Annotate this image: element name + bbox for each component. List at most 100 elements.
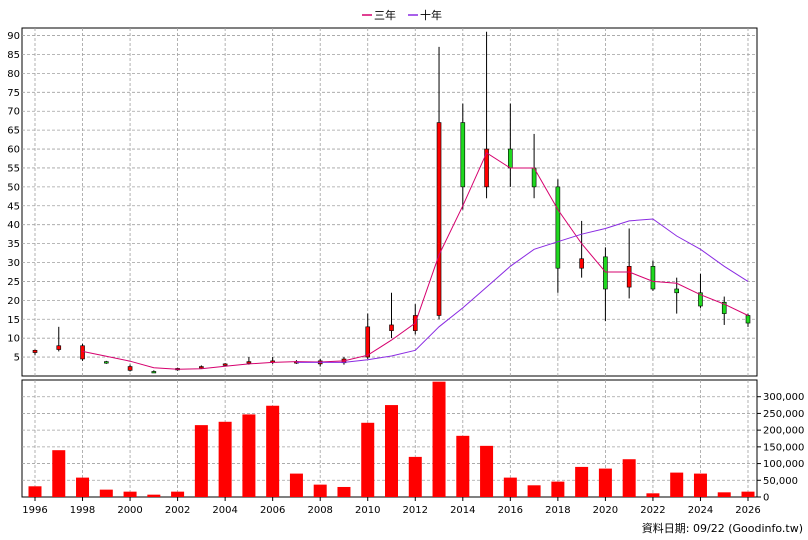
price-y-tick-label: 20 bbox=[7, 296, 20, 307]
candle-body bbox=[674, 288, 680, 294]
candle-body bbox=[626, 266, 632, 288]
candle-body bbox=[745, 315, 751, 324]
volume-panel: 0 50,000 100,000 150,000 200,000 250,000 300,0… bbox=[21, 379, 804, 504]
price-y-tick-label: 25 bbox=[7, 277, 20, 288]
candle-body bbox=[508, 148, 513, 169]
price-y-tick-label: 40 bbox=[7, 220, 20, 231]
x-tick-label: 2026 bbox=[735, 505, 760, 516]
candle-body bbox=[80, 345, 85, 360]
volume-bar bbox=[28, 486, 42, 497]
candle-body bbox=[603, 256, 608, 290]
volume-bar bbox=[99, 489, 113, 497]
price-y-tick-label: 35 bbox=[7, 239, 20, 250]
x-tick-label: 2000 bbox=[117, 505, 142, 516]
volume-bar bbox=[456, 435, 470, 497]
volume-bar bbox=[527, 485, 541, 497]
price-y-tick-label: 50 bbox=[7, 182, 20, 193]
volume-bar bbox=[575, 466, 589, 497]
x-tick-label: 2018 bbox=[545, 505, 570, 516]
volume-bar bbox=[123, 491, 137, 497]
data-date-footer: 資料日期: 09/22 (Goodinfo.tw) bbox=[642, 521, 803, 535]
price-y-tick-label: 70 bbox=[7, 107, 20, 118]
volume-bar bbox=[361, 422, 375, 497]
x-tick-label: 2002 bbox=[165, 505, 190, 516]
series-line-3yr bbox=[82, 152, 749, 370]
price-y-tick-label: 15 bbox=[7, 315, 20, 326]
candle-body bbox=[199, 366, 204, 369]
x-tick-label: 1998 bbox=[70, 505, 95, 516]
price-y-tick-label: 5 bbox=[14, 353, 20, 364]
price-y-tick-label: 10 bbox=[7, 334, 20, 345]
volume-bar bbox=[598, 468, 612, 497]
volume-y-tick-label: 50,000 bbox=[763, 476, 798, 487]
x-tick-label: 1996 bbox=[22, 505, 47, 516]
legend-label-10yr: 十年 bbox=[420, 8, 442, 22]
price-y-tick-label: 55 bbox=[7, 163, 20, 174]
x-tick-label: 2016 bbox=[498, 505, 523, 516]
volume-bar bbox=[480, 445, 494, 497]
price-y-tick-label: 60 bbox=[7, 145, 20, 156]
legend-label-3yr: 三年 bbox=[374, 8, 396, 22]
x-tick-label: 2014 bbox=[450, 505, 475, 516]
candle-body bbox=[484, 148, 489, 188]
candle-body bbox=[127, 366, 133, 371]
x-axis: 1996 1998 2000 2002 2004 2006 2008 2010 2012 2014… bbox=[22, 497, 761, 516]
volume-y-tick-label: 200,000 bbox=[763, 426, 804, 437]
candle-body bbox=[389, 324, 394, 331]
price-panel: 5 10 15 20 25 30 35 40 45 50 55 60 65 70 75 80 85 90 bbox=[7, 27, 758, 377]
volume-y-tick-label: 300,000 bbox=[763, 392, 804, 403]
volume-bar bbox=[385, 405, 398, 497]
x-tick-label: 2022 bbox=[640, 505, 665, 516]
candle-body bbox=[56, 345, 62, 350]
volume-bar bbox=[52, 450, 66, 497]
candle-body bbox=[246, 361, 252, 364]
volume-y-tick-label: 250,000 bbox=[763, 409, 804, 420]
volume-bar bbox=[432, 381, 446, 497]
volume-bar bbox=[693, 473, 707, 497]
volume-bar bbox=[266, 405, 280, 497]
price-y-tick-label: 30 bbox=[7, 258, 20, 269]
volume-bar bbox=[147, 494, 161, 497]
x-tick-label: 2008 bbox=[307, 505, 332, 516]
price-y-tick-label: 45 bbox=[7, 201, 20, 212]
legend: 三年 十年 bbox=[362, 8, 442, 22]
volume-bar bbox=[171, 491, 185, 497]
candle-body bbox=[365, 326, 371, 358]
volume-bar bbox=[408, 456, 422, 497]
x-tick-label: 2024 bbox=[688, 505, 713, 516]
volume-bar bbox=[622, 459, 636, 497]
volume-y-tick-label: 150,000 bbox=[763, 442, 804, 453]
volume-y-tick-label: 0 bbox=[763, 493, 769, 504]
candle-body bbox=[436, 122, 442, 316]
volume-bar bbox=[289, 473, 303, 497]
candle-body bbox=[579, 258, 584, 269]
volume-bar bbox=[76, 477, 90, 497]
volume-bar bbox=[670, 472, 684, 497]
x-tick-label: 2006 bbox=[260, 505, 285, 516]
volume-y-tick-label: 100,000 bbox=[763, 459, 804, 470]
x-tick-label: 2010 bbox=[355, 505, 380, 516]
x-tick-label: 2020 bbox=[593, 505, 618, 516]
price-y-tick-label: 65 bbox=[7, 126, 20, 137]
x-tick-label: 2004 bbox=[212, 505, 237, 516]
candle-body bbox=[32, 349, 38, 353]
volume-bar bbox=[741, 491, 755, 497]
candle-body bbox=[650, 266, 656, 290]
candle-body bbox=[222, 363, 228, 366]
candle-body bbox=[698, 292, 703, 307]
price-y-tick-label: 75 bbox=[7, 88, 20, 99]
price-plot-frame bbox=[21, 27, 758, 377]
price-y-tick-label: 85 bbox=[7, 50, 20, 61]
candle-body bbox=[460, 122, 466, 188]
candle-body bbox=[721, 301, 727, 314]
price-y-tick-label: 80 bbox=[7, 69, 20, 80]
candle-body bbox=[151, 371, 157, 374]
candle-body bbox=[555, 186, 561, 269]
volume-bar bbox=[717, 492, 731, 497]
series-line-10yr bbox=[296, 218, 749, 363]
price-y-tick-label: 90 bbox=[7, 31, 20, 42]
volume-bar bbox=[218, 421, 232, 497]
volume-bar bbox=[313, 484, 327, 497]
volume-bar bbox=[646, 493, 660, 497]
